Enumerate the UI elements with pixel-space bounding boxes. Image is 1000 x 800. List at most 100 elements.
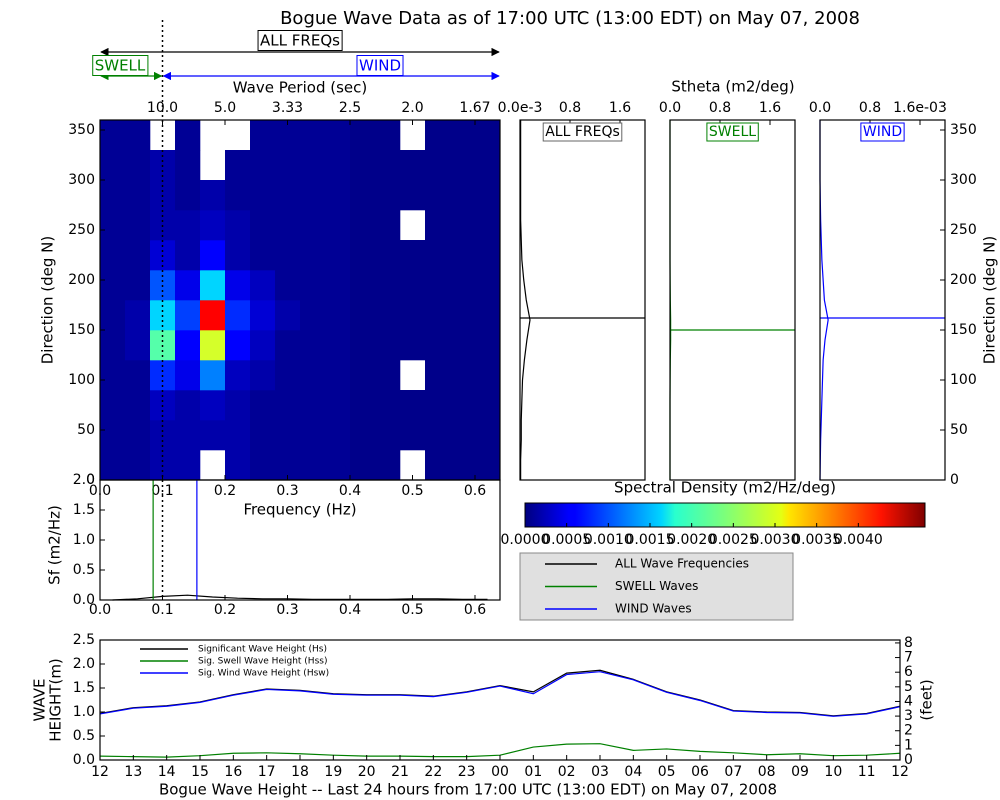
x-tick-label: 0.3: [276, 602, 298, 618]
x-tick-label: 23: [458, 764, 476, 780]
x-tick-label: 0.2: [214, 602, 236, 618]
x-tick-label: 0.0: [89, 602, 111, 618]
heatmap-cell: [400, 240, 426, 271]
heatmap-cell: [300, 210, 326, 241]
heatmap-cell: [375, 420, 401, 451]
heatmap-cell: [275, 270, 301, 301]
heatmap-cell: [275, 330, 301, 361]
heatmap-cell: [275, 210, 301, 241]
band-label: WIND: [359, 57, 401, 75]
heatmap-cell: [300, 270, 326, 301]
heatmap-cell: [250, 120, 276, 151]
heatmap-cell: [475, 240, 501, 271]
heatmap-cell: [425, 180, 451, 211]
x-tick-label: 0.1: [151, 602, 173, 618]
x-tick-label: 18: [291, 764, 309, 780]
legend-label: Sig. Wind Wave Height (Hsw): [198, 669, 329, 679]
heatmap-cell: [325, 240, 351, 271]
heatmap-cell: [450, 270, 476, 301]
heatmap-cell: [225, 240, 251, 271]
heatmap-cell: [475, 390, 501, 421]
heatmap-cell: [200, 300, 226, 331]
y-tick-label: 150: [950, 322, 977, 338]
y-tick-label: 300: [68, 172, 95, 188]
heatmap-cell: [250, 420, 276, 451]
top-x-tick-label: 2.0: [401, 100, 423, 116]
heatmap-cell: [375, 270, 401, 301]
y-tick-label: 2.0: [73, 656, 95, 672]
heatmap-cell: [325, 150, 351, 181]
axes-frame: [519, 119, 646, 481]
heatmap-cell: [325, 180, 351, 211]
y-tick-label: 350: [68, 122, 95, 138]
x-axis-label: Bogue Wave Height -- Last 24 hours from …: [159, 781, 777, 799]
y2-axis-label: (feet): [918, 679, 936, 720]
y-tick-label: 300: [950, 172, 977, 188]
heatmap-cell: [175, 390, 201, 421]
heatmap-cell: [125, 420, 151, 451]
y-axis-label: HEIGHT(m): [47, 658, 65, 742]
y-tick-label: 250: [68, 222, 95, 238]
heatmap-cell: [100, 240, 126, 271]
x-tick-label: 17: [258, 764, 276, 780]
panel-label: SWELL: [709, 124, 756, 140]
heatmap-cell: [425, 450, 451, 481]
top-x-tick-label: 1.6: [609, 100, 631, 116]
x-tick-label: 0.6: [464, 483, 486, 499]
heatmap-cell: [125, 210, 151, 241]
heatmap-cell: [325, 420, 351, 451]
heatmap-cell: [250, 330, 276, 361]
heatmap-cell: [425, 330, 451, 361]
heatmap-cell: [175, 360, 201, 391]
x-tick-label: 12: [91, 764, 109, 780]
x-tick-label: 0.5: [401, 483, 423, 499]
colorbar-tick-label: 0.0000: [501, 532, 550, 548]
x-tick-label: 05: [658, 764, 676, 780]
heatmap-cell: [400, 300, 426, 331]
heatmap-cell: [475, 450, 501, 481]
y-axis-label: Direction (deg N): [981, 236, 999, 365]
legend-label: ALL Wave Frequencies: [615, 557, 749, 571]
x-tick-label: 0.2: [214, 483, 236, 499]
heatmap-cell: [350, 450, 376, 481]
y2-tick-label: 8: [904, 635, 913, 651]
heatmap-cell: [175, 120, 201, 151]
heatmap-cell: [225, 420, 251, 451]
top-x-tick-label: 10.0: [147, 100, 178, 116]
top-x-tick-label: 3.33: [272, 100, 303, 116]
colorbar-tick-label: 0.0040: [834, 532, 883, 548]
heatmap-cell: [300, 450, 326, 481]
colorbar-tick-label: 0.0030: [751, 532, 800, 548]
colorbar-tick-label: 0.0005: [542, 532, 591, 548]
y-tick-label: 250: [950, 222, 977, 238]
y-tick-label: 100: [950, 372, 977, 388]
x-tick-label: 04: [624, 764, 642, 780]
heatmap-cell: [475, 210, 501, 241]
heatmap-cell: [425, 120, 451, 151]
y-axis-label: Direction (deg N): [39, 236, 57, 365]
x-tick-label: 07: [724, 764, 742, 780]
x-tick-label: 11: [858, 764, 876, 780]
y-axis-label: Sf (m2/Hz): [46, 505, 64, 585]
heatmap-cell: [225, 450, 251, 481]
heatmap-cell: [100, 390, 126, 421]
heatmap-cell: [375, 360, 401, 391]
heatmap-cell: [400, 270, 426, 301]
legend-label: SWELL Waves: [615, 579, 698, 593]
heatmap-cell: [275, 360, 301, 391]
heatmap-cell: [475, 270, 501, 301]
y-tick-label: 1.5: [73, 502, 95, 518]
y-tick-label: 50: [77, 422, 95, 438]
series-line: [112, 594, 488, 601]
heatmap-cell: [475, 120, 501, 151]
heatmap-cell: [100, 270, 126, 301]
heatmap-cell: [300, 330, 326, 361]
colorbar-tick-label: 0.0020: [667, 532, 716, 548]
top-x-tick-label: 1.6e-03: [893, 100, 947, 116]
colorbar-label: Spectral Density (m2/Hz/deg): [614, 479, 836, 497]
y2-tick-label: 3: [904, 708, 913, 724]
heatmap-cell: [475, 300, 501, 331]
colorbar: [524, 502, 926, 528]
